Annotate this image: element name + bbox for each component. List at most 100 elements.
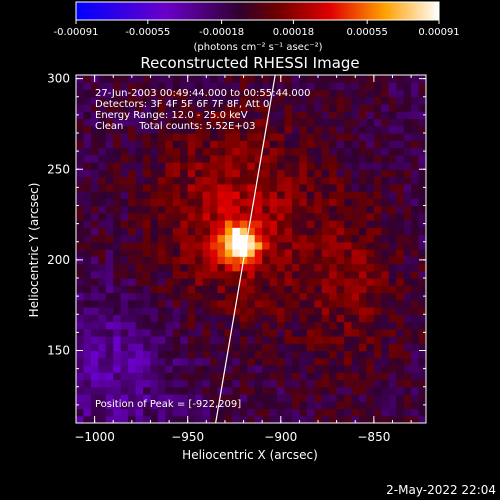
heatmap-cell — [306, 350, 315, 359]
heatmap-cell — [314, 154, 323, 163]
heatmap-cell — [135, 278, 144, 286]
heatmap-cell — [172, 183, 181, 192]
heatmap-cell — [418, 394, 426, 402]
heatmap-cell — [254, 125, 263, 134]
heatmap-cell — [232, 118, 241, 127]
heatmap-cell — [381, 125, 390, 134]
heatmap-cell — [135, 343, 144, 352]
heatmap-cell — [202, 314, 211, 323]
heatmap-cell — [336, 314, 345, 323]
heatmap-cell — [187, 343, 196, 352]
heatmap-cell — [76, 278, 85, 286]
heatmap-cell — [172, 270, 181, 279]
heatmap-cell — [239, 169, 248, 178]
heatmap-cell — [172, 205, 181, 214]
heatmap-cell — [373, 104, 382, 112]
heatmap-cell — [187, 241, 196, 250]
heatmap-cell — [321, 241, 330, 250]
heatmap-cell — [344, 125, 353, 134]
heatmap-cell — [269, 285, 278, 294]
heatmap-cell — [344, 285, 353, 294]
heatmap-cell — [128, 336, 137, 344]
heatmap-cell — [165, 394, 174, 402]
heatmap-cell — [306, 176, 315, 185]
heatmap-cell — [388, 220, 397, 228]
heatmap-cell — [239, 154, 248, 163]
heatmap-cell — [113, 111, 122, 120]
heatmap-cell — [336, 227, 345, 236]
heatmap-cell — [269, 314, 278, 323]
heatmap-cell — [187, 191, 196, 199]
heatmap-cell — [105, 357, 114, 366]
heatmap-cell — [143, 379, 152, 388]
heatmap-cell — [418, 249, 426, 257]
heatmap-cell — [143, 314, 152, 323]
heatmap-cell — [172, 212, 181, 221]
heatmap-cell — [120, 292, 129, 301]
heatmap-cell — [381, 278, 390, 286]
heatmap-cell — [239, 140, 248, 149]
heatmap-cell — [210, 234, 219, 243]
heatmap-cell — [344, 372, 353, 381]
heatmap-cell — [187, 220, 196, 228]
heatmap-cell — [157, 140, 166, 149]
heatmap-cell — [98, 82, 107, 91]
heatmap-cell — [291, 256, 301, 265]
heatmap-cell — [239, 125, 248, 134]
heatmap-cell — [90, 140, 99, 149]
heatmap-cell — [381, 154, 390, 163]
heatmap-cell — [157, 379, 166, 388]
heatmap-cell — [381, 357, 390, 366]
heatmap-cell — [336, 183, 345, 192]
heatmap-cell — [210, 292, 219, 301]
heatmap-cell — [366, 96, 375, 105]
heatmap-cell — [351, 133, 360, 141]
heatmap-cell — [195, 292, 204, 301]
heatmap-cell — [83, 365, 92, 373]
heatmap-cell — [143, 270, 152, 279]
heatmap-cell — [98, 299, 107, 308]
y-tick-label: 150 — [47, 344, 70, 358]
heatmap-cell — [135, 234, 144, 243]
heatmap-cell — [217, 292, 226, 301]
heatmap-cell — [157, 292, 166, 301]
heatmap-cell — [329, 191, 338, 199]
heatmap-cell — [120, 162, 129, 170]
heatmap-cell — [254, 154, 263, 163]
heatmap-cell — [366, 314, 375, 323]
heatmap-cell — [217, 350, 226, 359]
heatmap-cell — [172, 162, 181, 170]
heatmap-cell — [150, 256, 159, 265]
heatmap-cell — [180, 321, 189, 330]
heatmap-cell — [314, 307, 323, 315]
heatmap-cell — [165, 234, 174, 243]
heatmap-cell — [98, 147, 107, 156]
heatmap-cell — [232, 307, 241, 315]
heatmap-cell — [195, 111, 204, 120]
heatmap-cell — [254, 198, 263, 207]
heatmap-cell — [143, 118, 152, 127]
heatmap-cell — [344, 292, 353, 301]
heatmap-cell — [291, 75, 301, 83]
heatmap-cell — [381, 343, 390, 352]
heatmap-cell — [135, 292, 144, 301]
heatmap-cell — [254, 292, 263, 301]
heatmap-cell — [329, 176, 338, 185]
heatmap-cell — [195, 314, 204, 323]
heatmap-cell — [120, 270, 129, 279]
heatmap-cell — [336, 386, 345, 395]
heatmap-cell — [411, 263, 420, 272]
heatmap-cell — [262, 372, 271, 381]
heatmap-cell — [98, 249, 107, 257]
heatmap-cell — [321, 408, 330, 417]
heatmap-cell — [83, 205, 92, 214]
heatmap-cell — [150, 372, 159, 381]
heatmap-cell — [411, 104, 420, 112]
heatmap-cell — [336, 212, 345, 221]
heatmap-cell — [351, 415, 360, 423]
heatmap-cell — [403, 328, 412, 337]
date-stamp: 2-May-2022 22:04 — [386, 483, 496, 497]
heatmap-cell — [128, 140, 137, 149]
heatmap-cell — [165, 386, 174, 395]
